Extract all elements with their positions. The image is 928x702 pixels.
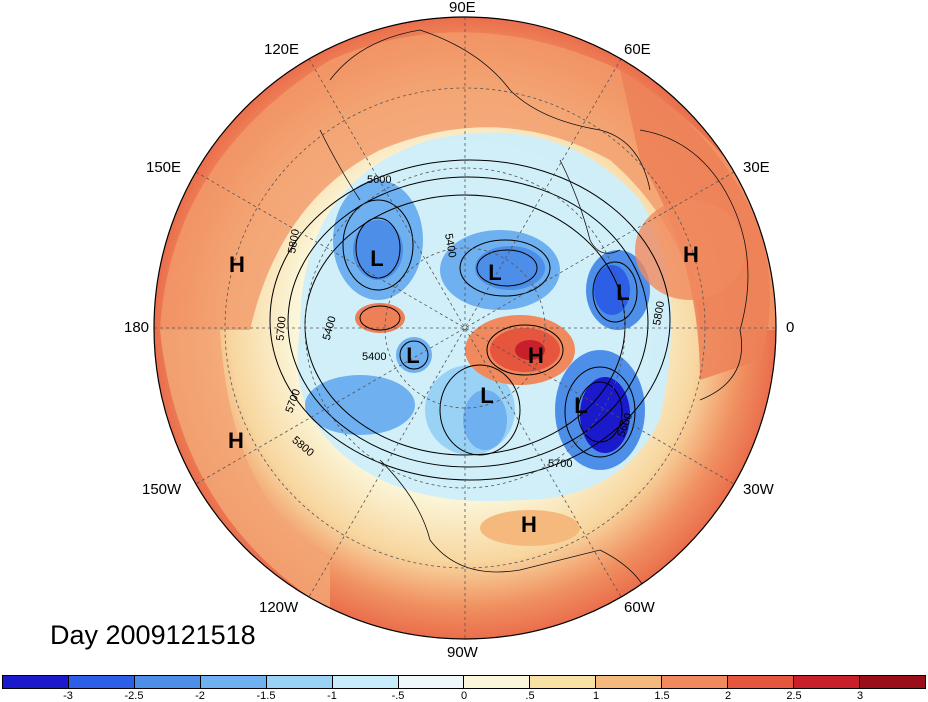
- pressure-low-label: L: [406, 343, 419, 368]
- colorbar-tick-label: -.5: [391, 690, 405, 702]
- colorbar-cell: [68, 676, 135, 688]
- contour-label: 5800: [651, 300, 667, 326]
- colorbar-tick-label: -1: [327, 690, 337, 702]
- colorbar-cell: [398, 676, 465, 688]
- pressure-high-label: H: [229, 252, 245, 277]
- pressure-high-label: H: [528, 343, 544, 368]
- pressure-low-label: L: [488, 260, 501, 285]
- lon-label-30e: 30E: [743, 159, 770, 176]
- colorbar-cell: [200, 676, 267, 688]
- pressure-low-label: L: [616, 280, 629, 305]
- pressure-low-label: L: [480, 383, 493, 408]
- pressure-low-label: L: [574, 393, 587, 418]
- colorbar-cell: [3, 676, 69, 688]
- contour-label: 5700: [275, 316, 289, 341]
- colorbar-cell: [530, 676, 597, 688]
- polar-map: H L L L H L H L L H H 5600 5400 5800 540…: [153, 16, 777, 640]
- colorbar-cell: [794, 676, 860, 688]
- contour-label: 5600: [367, 174, 391, 186]
- lon-label-60w: 60W: [624, 599, 655, 616]
- colorbar-tick-label: 3: [856, 690, 864, 702]
- colorbar-cell: [596, 676, 663, 688]
- pressure-high-label: H: [683, 242, 699, 267]
- lon-label-150w: 150W: [142, 481, 182, 498]
- contour-label: 5400: [442, 233, 458, 259]
- colorbar-tick-label: -1.5: [256, 690, 276, 702]
- pressure-high-label: H: [228, 428, 244, 453]
- lon-label-30w: 30W: [743, 481, 774, 498]
- lon-label-90e: 90E: [449, 0, 476, 16]
- colorbar-tick-label: -2: [195, 690, 205, 702]
- colorbar-tick-label: 1.5: [654, 690, 670, 702]
- colorbar-tick-label: -3: [63, 690, 73, 702]
- contour-label: 5400: [362, 351, 386, 363]
- colorbar-cell: [859, 676, 925, 688]
- lon-label-120e: 120E: [264, 41, 300, 58]
- colorbar-tick-label: 2.5: [786, 690, 802, 702]
- colorbar: [2, 675, 926, 689]
- lon-label-150e: 150E: [146, 159, 182, 176]
- lon-label-60e: 60E: [624, 41, 651, 58]
- colorbar-tick-label: -2.5: [124, 690, 144, 702]
- colorbar-tick-label: 0: [460, 690, 468, 702]
- lon-label-0: 0: [786, 319, 795, 336]
- colorbar-tick-label: 2: [724, 690, 732, 702]
- colorbar-cell: [134, 676, 201, 688]
- colorbar-cell: [332, 676, 399, 688]
- colorbar-tick-label: 1: [592, 690, 600, 702]
- colorbar-tick-label: .5: [525, 690, 535, 702]
- contour-label: 5700: [548, 458, 572, 470]
- colorbar-cell: [266, 676, 333, 688]
- pressure-low-label: L: [370, 246, 383, 271]
- colorbar-cell: [662, 676, 729, 688]
- pressure-high-label: H: [521, 512, 537, 537]
- lon-label-120w: 120W: [259, 599, 299, 616]
- map-title: Day 2009121518: [50, 620, 256, 650]
- colorbar-cell: [728, 676, 795, 688]
- contour-label: 5800: [286, 228, 302, 254]
- lon-label-90w: 90W: [447, 644, 478, 661]
- colorbar-cell: [464, 676, 531, 688]
- lon-label-180: 180: [124, 319, 150, 336]
